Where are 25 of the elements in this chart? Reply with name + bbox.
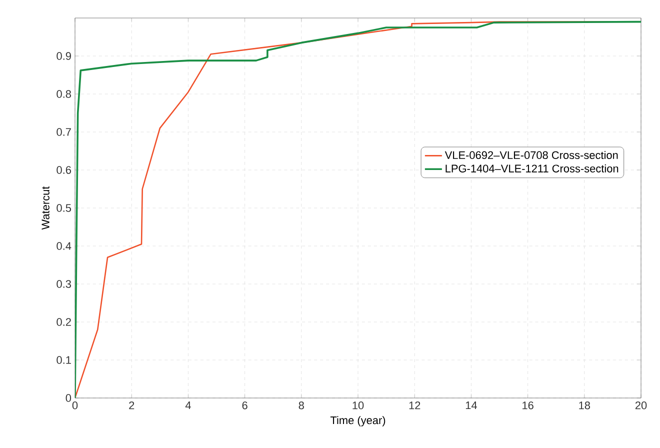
x-tick-label: 10	[352, 402, 364, 410]
y-tick-label: 0.9	[56, 52, 71, 60]
y-tick-label: 0.1	[56, 356, 71, 364]
y-tick-label: 0.4	[56, 242, 72, 250]
x-tick-label: 8	[298, 402, 304, 410]
x-tick-label: 12	[409, 402, 420, 410]
y-axis-title: Watercut	[42, 186, 50, 230]
y-tick-label: 0	[66, 394, 72, 402]
legend-label: VLE-0692–VLE-0708 Cross-section	[444, 150, 618, 160]
legend-label: LPG-1404–VLE-1211 Cross-section	[446, 164, 618, 172]
x-tick-label: 16	[522, 402, 534, 410]
y-tick-label: 0.7	[56, 128, 71, 136]
y-tick-label: 0.8	[56, 90, 71, 98]
x-tick-label: 20	[635, 402, 647, 410]
x-tick-label: 6	[242, 402, 248, 410]
x-tick-label: 14	[466, 402, 477, 410]
x-tick-label: 4	[185, 402, 191, 410]
y-tick-label: 0.3	[56, 280, 71, 288]
x-tick-label: 0	[72, 402, 78, 410]
x-tick-label: 2	[129, 402, 134, 410]
x-tick-label: 18	[579, 402, 590, 410]
x-axis-title: Time (year)	[330, 416, 386, 426]
y-tick-label: 0.2	[56, 318, 71, 326]
y-tick-label: 0.6	[56, 166, 71, 174]
y-tick-label: 0.5	[56, 204, 72, 212]
